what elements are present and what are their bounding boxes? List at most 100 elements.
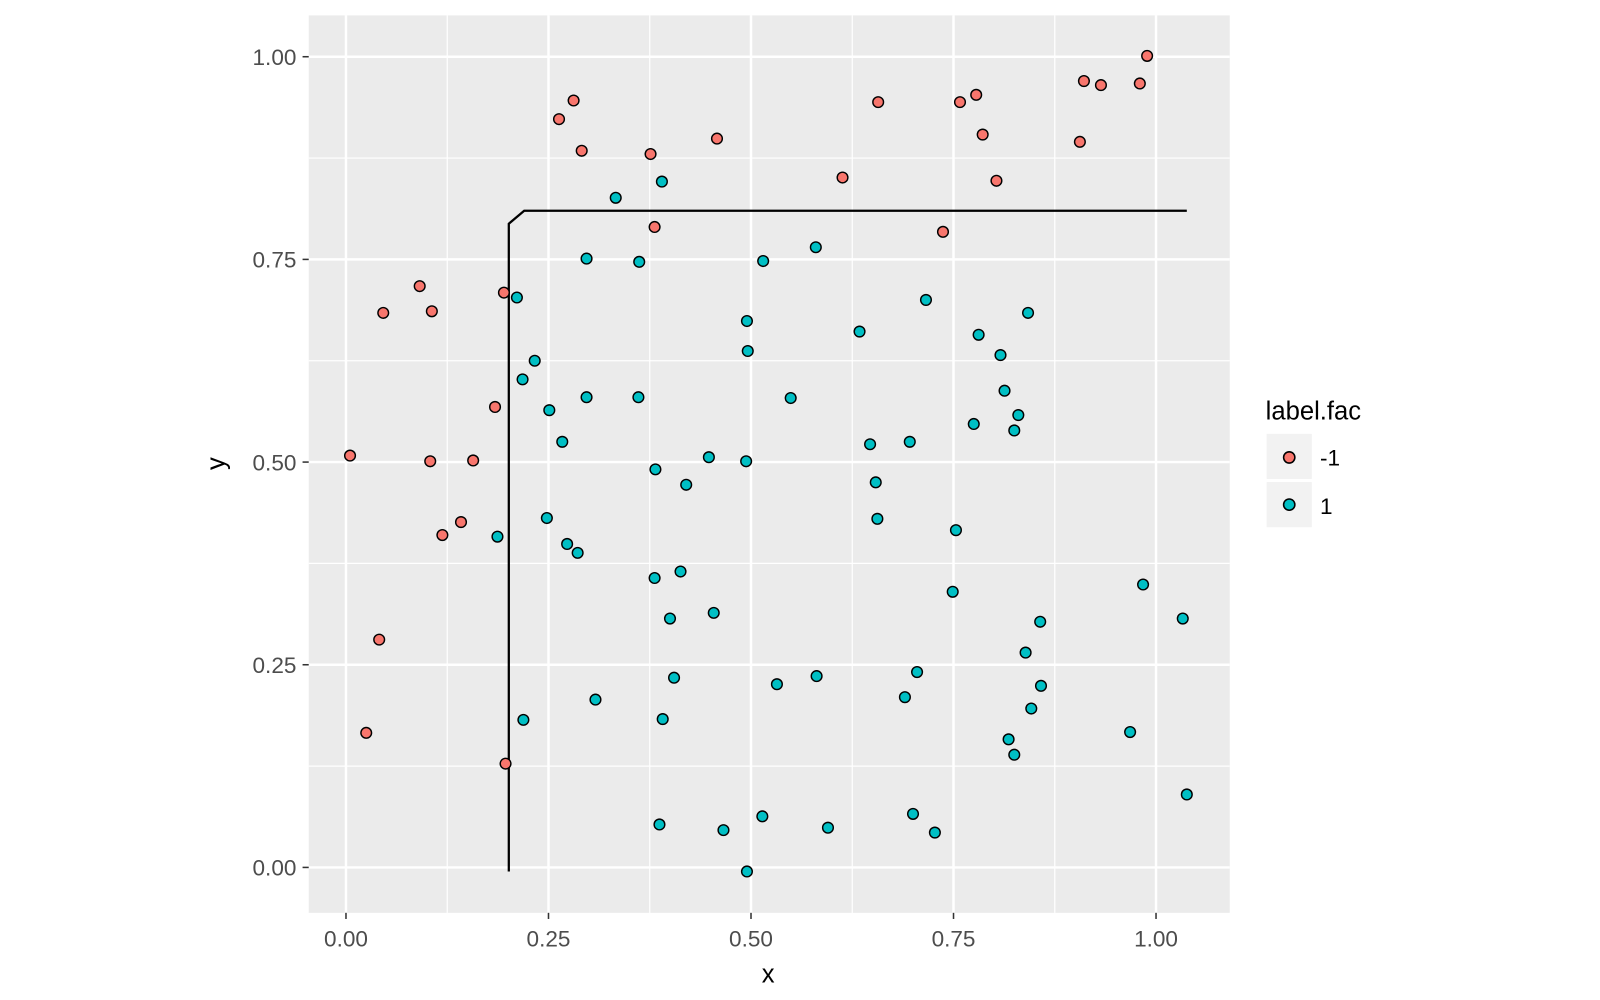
data-point-class-pos1	[756, 810, 769, 823]
data-point-class-pos1	[649, 463, 662, 476]
data-points	[343, 49, 1193, 878]
data-point-class-neg1	[424, 455, 437, 468]
x-tick-label: 1.00	[1134, 927, 1178, 952]
data-point-class-pos1	[864, 438, 877, 451]
data-point-class-pos1	[1137, 578, 1150, 591]
data-point-class-neg1	[425, 305, 438, 318]
y-axis-title: y	[203, 457, 231, 470]
data-point-class-pos1	[741, 344, 754, 358]
data-point-class-pos1	[1176, 612, 1189, 625]
data-point-class-neg1	[836, 171, 849, 184]
x-tick-label: 0.00	[324, 927, 368, 952]
legend-key-neg1	[1282, 451, 1296, 464]
data-point-class-neg1	[567, 94, 580, 107]
data-point-class-pos1	[717, 824, 730, 837]
data-point-class-pos1	[561, 537, 574, 551]
y-tick-label: 0.50	[253, 450, 297, 475]
data-point-class-pos1	[1180, 788, 1193, 801]
data-point-class-pos1	[510, 291, 523, 304]
data-point-class-pos1	[740, 865, 754, 878]
data-point-class-pos1	[757, 254, 770, 268]
data-point-class-neg1	[990, 174, 1003, 187]
data-point-class-pos1	[609, 191, 622, 204]
data-point-class-neg1	[373, 633, 386, 646]
data-point-class-pos1	[674, 565, 687, 578]
data-point-class-neg1	[976, 128, 989, 141]
data-point-class-pos1	[1002, 733, 1015, 746]
data-point-class-pos1	[589, 693, 602, 706]
data-point-class-pos1	[1021, 306, 1035, 319]
data-point-class-neg1	[343, 449, 357, 462]
data-point-class-pos1	[1124, 725, 1137, 739]
data-point-class-neg1	[1141, 49, 1154, 62]
x-tick-label: 0.50	[729, 927, 773, 952]
data-point-class-pos1	[556, 435, 569, 448]
data-point-class-pos1	[928, 826, 941, 839]
data-point-class-pos1	[1034, 679, 1048, 692]
data-point-class-pos1	[911, 665, 924, 679]
data-point-class-pos1	[740, 314, 754, 328]
data-point-class-pos1	[967, 417, 980, 431]
x-tick-label: 0.75	[932, 927, 976, 952]
legend-title: label.fac	[1266, 397, 1362, 425]
data-point-class-pos1	[702, 451, 715, 464]
y-tick-label: 0.00	[253, 856, 297, 881]
data-point-class-pos1	[491, 530, 504, 543]
data-point-class-neg1	[1094, 79, 1107, 92]
data-point-class-pos1	[667, 671, 681, 684]
data-point-class-pos1	[528, 354, 541, 367]
data-point-class-pos1	[903, 435, 916, 448]
data-point-class-pos1	[1012, 409, 1025, 422]
legend-key-pos1	[1282, 498, 1296, 512]
data-point-class-pos1	[540, 511, 553, 525]
data-point-class-pos1	[898, 691, 911, 704]
data-point-class-neg1	[488, 400, 502, 414]
data-point-class-pos1	[571, 546, 584, 559]
data-point-class-pos1	[906, 807, 920, 820]
data-point-class-neg1	[454, 516, 468, 529]
data-point-class-pos1	[516, 373, 529, 386]
plot-panel	[308, 15, 1230, 913]
data-point-class-pos1	[680, 478, 693, 491]
data-point-class-neg1	[1133, 77, 1146, 90]
data-point-class-neg1	[710, 132, 724, 145]
data-point-class-neg1	[648, 220, 661, 234]
data-point-class-pos1	[1008, 424, 1021, 437]
data-point-class-neg1	[377, 306, 390, 319]
data-point-class-pos1	[946, 585, 959, 598]
data-point-class-pos1	[655, 175, 668, 188]
data-point-class-pos1	[871, 512, 884, 525]
data-point-class-pos1	[809, 241, 822, 254]
data-point-class-neg1	[552, 113, 566, 126]
data-point-class-pos1	[656, 713, 669, 726]
data-point-class-neg1	[953, 96, 967, 109]
y-tick-label: 0.75	[253, 248, 297, 273]
x-axis-title: x	[762, 961, 775, 989]
data-point-class-pos1	[1019, 646, 1032, 659]
legend-label-pos1: 1	[1320, 494, 1333, 519]
data-point-class-neg1	[413, 280, 426, 293]
data-point-class-pos1	[853, 325, 866, 338]
data-point-class-pos1	[648, 571, 661, 585]
data-point-class-pos1	[543, 404, 556, 417]
data-point-class-neg1	[872, 96, 885, 109]
data-point-class-neg1	[575, 144, 588, 157]
data-point-class-pos1	[632, 391, 645, 404]
data-point-class-neg1	[1073, 135, 1086, 148]
data-point-class-pos1	[998, 384, 1011, 397]
data-point-class-neg1	[497, 286, 510, 299]
x-tick-label: 0.25	[527, 927, 571, 952]
data-point-class-pos1	[972, 328, 985, 341]
data-point-class-pos1	[633, 255, 646, 268]
data-point-class-pos1	[949, 524, 962, 537]
data-point-class-pos1	[1008, 748, 1021, 761]
data-point-class-neg1	[970, 88, 983, 101]
data-point-class-pos1	[784, 391, 797, 405]
data-point-class-pos1	[580, 391, 593, 404]
decision-boundary	[507, 209, 1187, 872]
data-point-class-neg1	[1077, 74, 1090, 88]
data-point-class-pos1	[994, 349, 1007, 362]
data-point-class-pos1	[919, 293, 933, 306]
data-point-class-neg1	[936, 225, 950, 238]
